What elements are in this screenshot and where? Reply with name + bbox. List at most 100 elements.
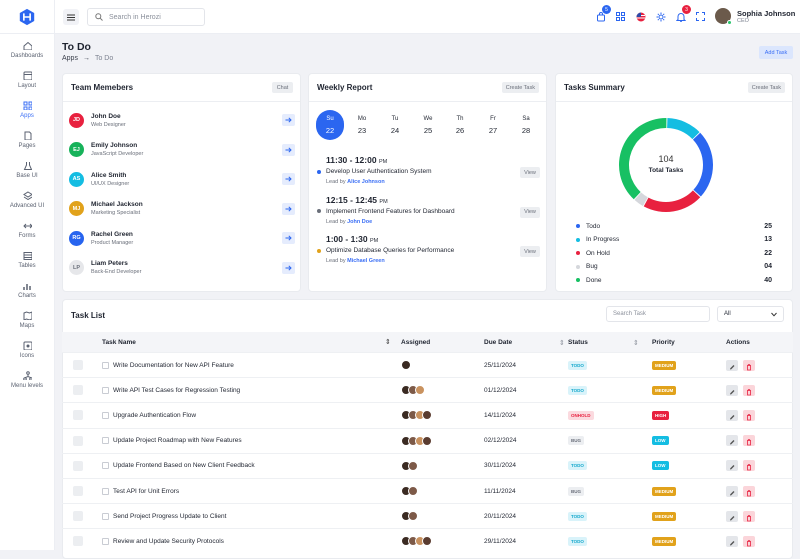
edit-button[interactable] [726, 409, 738, 421]
breadcrumb-apps[interactable]: Apps [62, 55, 78, 62]
sidebar-item-tables[interactable]: Tables [0, 245, 54, 275]
drag-handle[interactable] [73, 536, 83, 547]
delete-button[interactable] [743, 384, 755, 396]
delete-button[interactable] [743, 535, 755, 547]
delete-button[interactable] [743, 460, 755, 472]
sidebar-item-dashboards[interactable]: Dashboards [0, 35, 54, 65]
member-open-button[interactable] [282, 232, 295, 244]
col-priority[interactable]: Priority [652, 339, 675, 346]
search-box[interactable]: Search in Herozi [87, 8, 205, 26]
edit-button[interactable] [726, 460, 738, 472]
member-open-button[interactable] [282, 261, 295, 274]
day-fr[interactable]: Fr 27 [479, 116, 507, 135]
sort-icon[interactable]: ⇕ [559, 340, 565, 347]
view-button[interactable]: View [520, 246, 540, 257]
table-row[interactable]: Test API for Unit Errors 11/11/2024 BUG MED… [62, 478, 793, 503]
day-we[interactable]: We 25 [414, 116, 442, 135]
logo[interactable] [0, 0, 54, 34]
table-row[interactable]: Review and Update Security Protocols 29/1… [62, 528, 793, 553]
task-checkbox[interactable] [102, 411, 109, 419]
donut-slice-in-progress[interactable] [667, 118, 700, 140]
sort-icon[interactable]: ⇕ [633, 340, 639, 347]
sidebar-item-apps[interactable]: Apps [0, 95, 54, 125]
event-lead-person[interactable]: John Doe [347, 218, 373, 225]
sidebar-item-maps[interactable]: Maps [0, 305, 54, 335]
language-button[interactable] [635, 11, 646, 22]
member-open-button[interactable] [282, 114, 295, 126]
delete-button[interactable] [743, 409, 755, 421]
table-row[interactable]: Update Frontend Based on New Client Feed… [62, 452, 793, 478]
apps-grid-button[interactable] [615, 11, 626, 22]
sort-icon[interactable]: ⇕ [385, 339, 391, 346]
delete-button[interactable] [743, 510, 755, 522]
edit-button[interactable] [726, 384, 738, 396]
donut-slice-on-hold[interactable] [643, 190, 701, 212]
task-checkbox[interactable] [102, 386, 109, 394]
notifications-button[interactable]: 3 [675, 5, 691, 22]
delete-button[interactable] [743, 359, 755, 371]
drag-handle[interactable] [73, 385, 83, 396]
edit-button[interactable] [726, 435, 738, 447]
sidebar-item-advanced-ui[interactable]: Advanced UI [0, 185, 54, 215]
create-task-button[interactable]: Create Task [501, 82, 539, 93]
day-tu[interactable]: Tu 24 [381, 116, 409, 135]
sidebar-item-menu-levels[interactable]: Menu levels [0, 365, 54, 395]
task-checkbox[interactable] [102, 361, 109, 369]
member-open-button[interactable] [282, 143, 295, 156]
sidebar-item-pages[interactable]: Pages [0, 125, 54, 155]
col-assigned[interactable]: Assigned [401, 339, 431, 346]
col-task-name[interactable]: Task Name [102, 339, 136, 346]
task-checkbox[interactable] [102, 512, 109, 520]
drag-handle[interactable] [73, 435, 83, 446]
sidebar-item-layout[interactable]: Layout [0, 65, 54, 95]
drag-handle[interactable] [73, 460, 83, 471]
edit-button[interactable] [726, 359, 738, 371]
sidebar-item-base-ui[interactable]: Base UI [0, 155, 54, 185]
task-search-input[interactable]: Search Task [606, 306, 710, 322]
event-lead-person[interactable]: Michael Green [347, 258, 385, 264]
drag-handle[interactable] [73, 410, 83, 421]
add-task-button[interactable]: Add Task [759, 46, 793, 59]
edit-button[interactable] [726, 510, 738, 522]
user-menu[interactable]: Sophia Johnson CEO [715, 8, 795, 25]
drag-handle[interactable] [73, 360, 83, 370]
sidebar-item-icons[interactable]: Icons [0, 335, 54, 365]
col-status[interactable]: Status [568, 339, 588, 346]
cart-button[interactable]: 5 [595, 5, 611, 22]
table-row[interactable]: Upgrade Authentication Flow 14/11/2024 ONH… [62, 402, 793, 427]
sidebar-item-charts[interactable]: Charts [0, 275, 54, 305]
task-filter-select[interactable]: All [717, 306, 784, 322]
fullscreen-button[interactable] [695, 11, 706, 22]
sidebar-item-forms[interactable]: Forms [0, 215, 54, 245]
task-checkbox[interactable] [102, 437, 109, 445]
table-row[interactable]: Write Documentation for New API Feature 2… [62, 352, 793, 377]
day-th[interactable]: Th 26 [446, 116, 474, 135]
drag-handle[interactable] [73, 511, 83, 522]
member-open-button[interactable] [282, 173, 295, 185]
col-due-date[interactable]: Due Date [484, 339, 513, 346]
edit-button[interactable] [726, 485, 738, 497]
table-row[interactable]: Write API Test Cases for Regression Test… [62, 377, 793, 402]
task-checkbox[interactable] [102, 462, 109, 470]
delete-button[interactable] [743, 435, 755, 447]
view-button[interactable]: View [520, 206, 540, 218]
day-mo[interactable]: Mo 23 [348, 116, 376, 135]
create-task-button[interactable]: Create Task [747, 82, 785, 93]
menu-toggle-button[interactable] [63, 9, 79, 25]
event-lead-person[interactable]: Alice Johnson [347, 179, 385, 185]
donut-slice-bug[interactable] [634, 192, 648, 206]
table-row[interactable]: Send Project Progress Update to Client 20… [62, 503, 793, 528]
donut-slice-done[interactable] [619, 118, 667, 200]
member-open-button[interactable] [282, 202, 295, 215]
search-input[interactable]: Search in Herozi [109, 13, 161, 21]
edit-button[interactable] [726, 535, 738, 547]
delete-button[interactable] [743, 485, 755, 497]
theme-toggle-button[interactable] [655, 11, 666, 22]
task-checkbox[interactable] [102, 537, 109, 545]
day-sa[interactable]: Sa 28 [512, 116, 540, 135]
table-row[interactable]: Update Project Roadmap with New Features… [62, 427, 793, 453]
chat-button[interactable]: Chat [272, 82, 293, 93]
day-su[interactable]: Su 22 [316, 110, 344, 140]
task-checkbox[interactable] [102, 487, 109, 495]
donut-slice-todo[interactable] [692, 132, 713, 197]
